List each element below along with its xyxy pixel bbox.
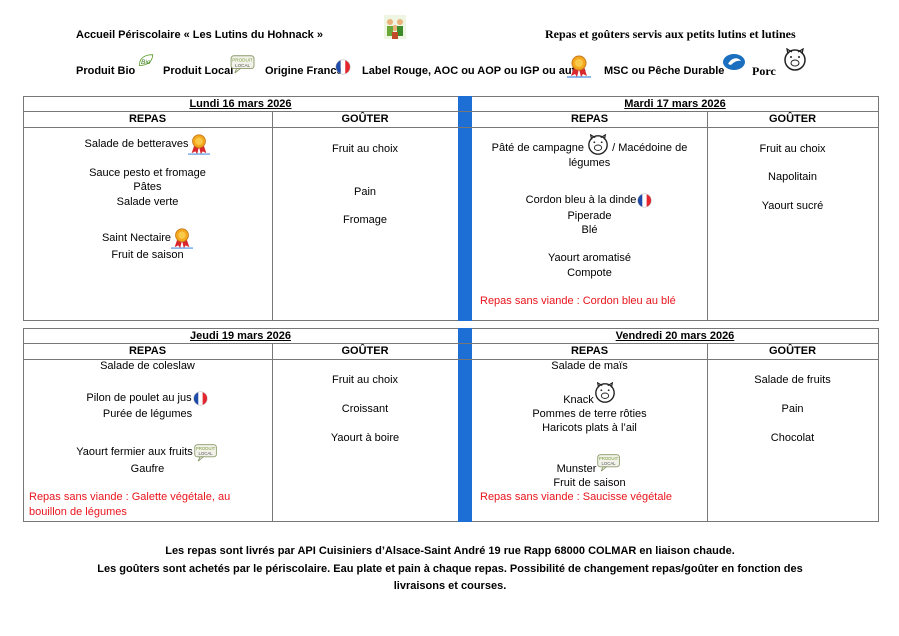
row-line bbox=[23, 343, 879, 344]
dish-text: / Macédoine de légumes bbox=[568, 142, 688, 169]
legend-label: Origine France bbox=[265, 65, 343, 77]
dish-text: Pâté de campagne bbox=[491, 142, 584, 154]
legend-label: Produit Local bbox=[163, 65, 234, 77]
footer-line: Les goûters sont achetés par le périscol… bbox=[97, 563, 803, 592]
col-header: GOÛTER bbox=[768, 345, 817, 357]
snack: Napolitain bbox=[768, 171, 817, 183]
snack: Yaourt à boire bbox=[330, 432, 400, 444]
row-line bbox=[23, 111, 879, 112]
footer-line: Les repas sont livrés par API Cuisiniers… bbox=[165, 545, 735, 557]
dish: Fruit de saison bbox=[111, 249, 184, 261]
col-header: GOÛTER bbox=[341, 345, 389, 357]
dish-text: Pilon de poulet au jus bbox=[86, 392, 192, 404]
local-icon bbox=[596, 452, 622, 473]
col-header: REPAS bbox=[128, 345, 167, 357]
pig-icon bbox=[587, 134, 609, 156]
table-border bbox=[23, 96, 879, 321]
col-line bbox=[272, 111, 273, 321]
pig-icon bbox=[783, 48, 807, 72]
flag-icon bbox=[636, 192, 653, 209]
day-date: Lundi 16 mars 2026 bbox=[189, 98, 292, 110]
bio-icon bbox=[136, 52, 156, 69]
dish: Pilon de poulet au jus bbox=[23, 388, 272, 408]
col-header: REPAS bbox=[570, 113, 609, 125]
legend-label: Label Rouge, AOC ou AOP ou IGP ou autre bbox=[362, 65, 586, 77]
row-line bbox=[23, 127, 879, 128]
dish: Haricots plats à l’ail bbox=[542, 422, 637, 434]
snack: Fromage bbox=[342, 214, 388, 226]
vegetarian-note: Repas sans viande : Saucisse végétale bbox=[480, 491, 673, 503]
legend-label: Porc bbox=[752, 64, 776, 78]
local-icon bbox=[229, 53, 257, 75]
dish: Munster bbox=[472, 452, 707, 480]
dish: Piperade bbox=[567, 210, 612, 222]
pig-icon bbox=[594, 382, 616, 404]
legend-label: Produit Bio bbox=[76, 65, 136, 77]
snack: Pain bbox=[353, 186, 377, 198]
separator bbox=[458, 328, 472, 522]
col-line bbox=[707, 343, 708, 522]
title: Accueil Périscolaire « Les Lutins du Hoh… bbox=[76, 29, 323, 41]
subtitle: Repas et goûters servis aux petits lutin… bbox=[545, 27, 796, 41]
snack: Fruit au choix bbox=[331, 374, 399, 386]
col-header: REPAS bbox=[570, 345, 609, 357]
row-line bbox=[23, 359, 879, 360]
flag-icon bbox=[334, 58, 352, 76]
dish: Salade de maïs bbox=[551, 360, 628, 372]
dish: Salade verte bbox=[116, 196, 179, 208]
day-date: Vendredi 20 mars 2026 bbox=[615, 330, 735, 342]
dish: Pommes de terre rôties bbox=[532, 408, 647, 420]
dish: Yaourt fermier aux fruits bbox=[23, 441, 272, 463]
dish: Fruit de saison bbox=[553, 477, 626, 489]
msc-icon bbox=[722, 52, 746, 72]
label-icon bbox=[171, 227, 193, 249]
dish: Cordon bleu à la dinde bbox=[472, 190, 707, 210]
snack: Croissant bbox=[341, 403, 389, 415]
vegetarian-note: Repas sans viande : Cordon bleu au blé bbox=[480, 295, 676, 307]
snack: Chocolat bbox=[770, 432, 815, 444]
dish: Saint Nectaire bbox=[23, 227, 272, 249]
col-header: GOÛTER bbox=[341, 113, 389, 125]
dish-text: Yaourt fermier aux fruits bbox=[76, 446, 193, 458]
flag-icon bbox=[192, 390, 209, 407]
dish: Sauce pesto et fromage bbox=[89, 167, 206, 179]
dish: Compote bbox=[567, 267, 612, 279]
snack: Yaourt sucré bbox=[761, 200, 824, 212]
dish: Knack bbox=[472, 382, 707, 412]
separator bbox=[458, 96, 472, 321]
day-date: Mardi 17 mars 2026 bbox=[624, 98, 726, 110]
dish-text: Cordon bleu à la dinde bbox=[525, 194, 637, 206]
dish-text: Saint Nectaire bbox=[101, 232, 172, 244]
snack: Fruit au choix bbox=[759, 143, 826, 155]
dish-text: Knack bbox=[563, 394, 594, 406]
dish-text: Salade de betteraves bbox=[84, 138, 189, 150]
logo-icon bbox=[383, 14, 407, 40]
day-date: Jeudi 19 mars 2026 bbox=[190, 330, 291, 342]
local-icon bbox=[193, 442, 219, 463]
dish: Yaourt aromatisé bbox=[548, 252, 631, 264]
col-header: GOÛTER bbox=[768, 113, 817, 125]
dish: Gaufre bbox=[130, 463, 165, 475]
dish-text: Munster bbox=[556, 463, 597, 475]
snack: Salade de fruits bbox=[754, 374, 831, 386]
col-header: REPAS bbox=[128, 113, 167, 125]
dish: Purée de légumes bbox=[102, 408, 193, 420]
dish: Pâtes bbox=[133, 181, 162, 193]
vegetarian-note: Repas sans viande : Galette végétale, au… bbox=[29, 491, 231, 518]
label-icon bbox=[188, 133, 210, 155]
label-icon bbox=[567, 54, 591, 78]
col-line bbox=[272, 343, 273, 522]
dish: Salade de betteraves bbox=[23, 133, 272, 155]
dish: Blé bbox=[581, 224, 598, 236]
dish: Salade de coleslaw bbox=[100, 360, 195, 372]
dish: Pâté de campagne / Macédoine de légumes bbox=[482, 134, 697, 171]
snack: Pain bbox=[781, 403, 804, 415]
snack: Fruit au choix bbox=[331, 143, 399, 155]
col-line bbox=[707, 111, 708, 321]
legend-label: MSC ou Pêche Durable bbox=[604, 65, 725, 77]
table-border bbox=[23, 328, 879, 522]
